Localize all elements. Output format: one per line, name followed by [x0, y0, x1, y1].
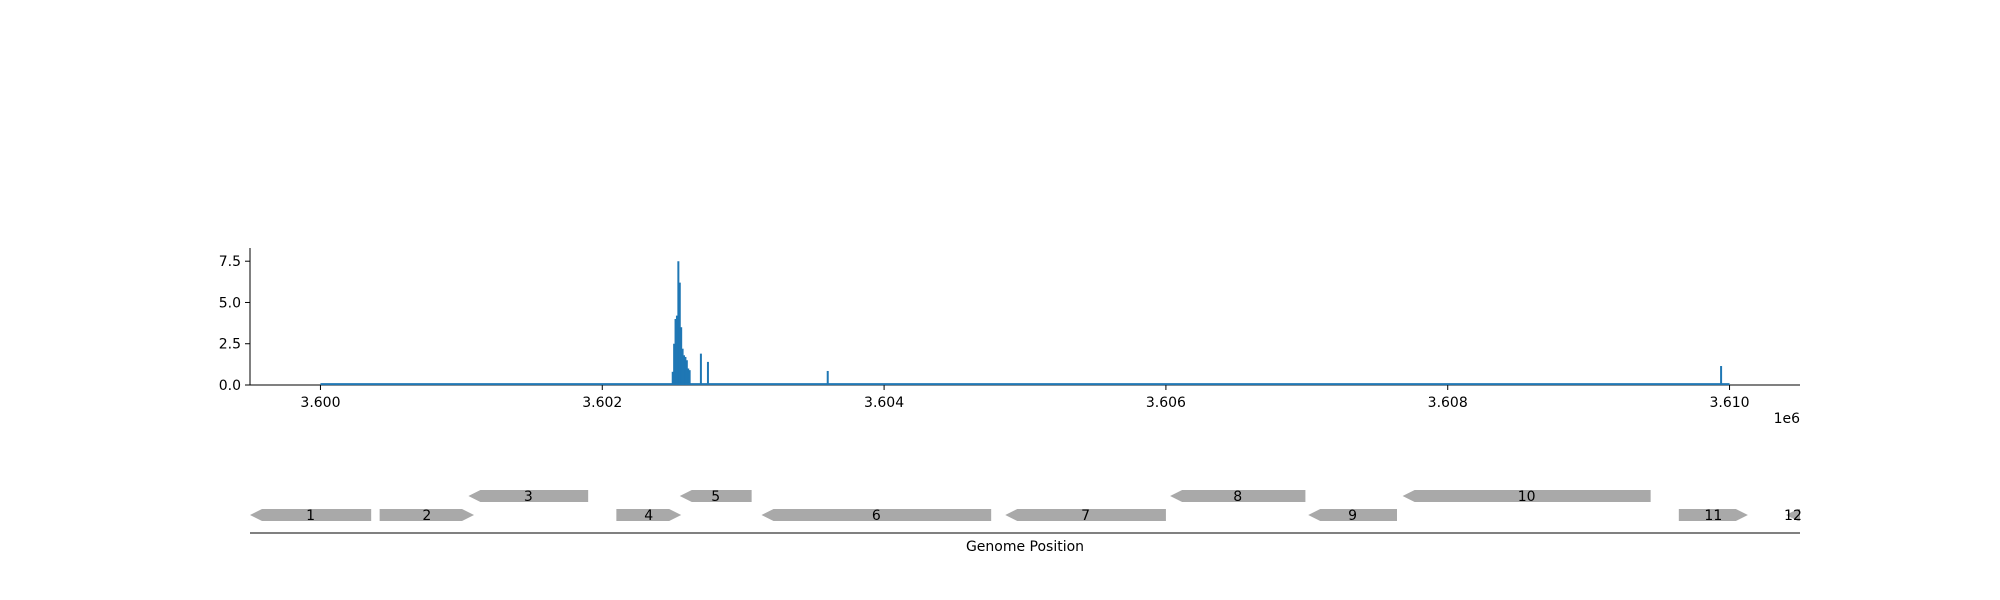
coverage-bars: [320, 261, 1730, 386]
gene-label: 5: [711, 489, 720, 505]
gene-track-xlabel: Genome Position: [966, 539, 1084, 555]
gene-arrow: [616, 509, 682, 521]
gene-label: 8: [1233, 489, 1242, 505]
gene-arrow: [679, 490, 752, 502]
gene-arrow: [1785, 509, 1800, 521]
gene-arrow: [250, 509, 372, 521]
x-offset-label: 1e6: [1774, 411, 1801, 427]
gene-arrow: [379, 509, 475, 521]
y-tick-label: 0.0: [219, 378, 241, 394]
coverage-plot: 0.02.55.07.5 3.600 3.602 3.604 3.606 3.608 3.…: [219, 248, 1800, 427]
gene-arrow: [1170, 490, 1306, 502]
x-tick-label: 3.602: [582, 395, 622, 411]
y-tick-label: 2.5: [219, 337, 241, 353]
y-tick-label: 7.5: [219, 254, 241, 270]
gene-arrow: [1678, 509, 1748, 521]
gene-label: 4: [644, 508, 653, 524]
gene-arrow: [1005, 509, 1166, 521]
gene-arrow: [1308, 509, 1397, 521]
gene-label: 1: [306, 508, 315, 524]
gene-label: 6: [872, 508, 881, 524]
x-tick-label: 3.600: [300, 395, 340, 411]
y-ticks: 0.0 2.5 5.0 7.5: [219, 254, 250, 394]
x-tick-label: 3.610: [1709, 395, 1749, 411]
gene-arrow: [1402, 490, 1651, 502]
gene-arrow: [761, 509, 992, 521]
x-tick-label: 3.604: [864, 395, 904, 411]
gene-label: 11: [1704, 508, 1722, 524]
gene-label: 12: [1784, 508, 1802, 524]
gene-label: 9: [1348, 508, 1357, 524]
x-ticks: 3.600 3.602 3.604 3.606 3.608 3.610: [300, 385, 1750, 411]
gene-label: 7: [1081, 508, 1090, 524]
gene-label: 10: [1518, 489, 1536, 505]
x-tick-label: 3.606: [1146, 395, 1186, 411]
x-tick-label: 3.608: [1428, 395, 1468, 411]
gene-label: 3: [524, 489, 533, 505]
y-tick-label: 5.0: [219, 295, 241, 311]
gene-arrow: [468, 490, 589, 502]
gene-label: 2: [422, 508, 431, 524]
